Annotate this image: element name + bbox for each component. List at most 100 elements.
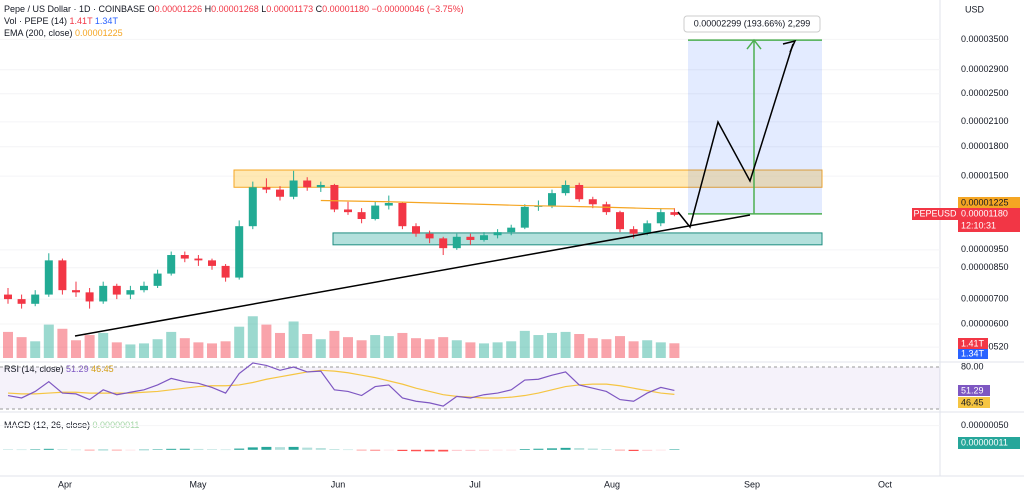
indicator-title: Vol · PEPE (14) — [4, 16, 67, 26]
volume-bar — [261, 324, 272, 358]
candle-body — [588, 199, 597, 205]
volume-bar — [356, 340, 367, 358]
macd-bar — [275, 447, 285, 450]
volume-bar — [560, 331, 571, 358]
volume-bar — [642, 340, 653, 358]
macd-bar — [642, 449, 653, 451]
ohlc-key: O — [148, 4, 155, 14]
currency: USD — [965, 4, 985, 14]
macd-bar — [438, 449, 449, 452]
macd-bar — [234, 448, 245, 450]
plot: 0.00003500 0.00002900 0.00002500 0.00002100… — [0, 34, 1009, 489]
y-tick-label: 0.00002900 — [961, 64, 1009, 74]
volume-tag — [958, 338, 988, 349]
macd-bar — [179, 448, 190, 450]
macd-bar — [220, 449, 231, 451]
volume-bar — [3, 331, 13, 358]
y-tick-label: 0.00001800 — [961, 141, 1009, 151]
candle-body — [4, 294, 12, 300]
candle-body — [167, 255, 176, 274]
support-zone — [332, 232, 823, 246]
y-tick-label: 0.00000850 — [961, 262, 1009, 272]
y-tick-label: 0.00002100 — [961, 116, 1009, 126]
macd-bar — [669, 449, 680, 450]
macd-bar — [125, 449, 136, 451]
macd-bar — [3, 449, 13, 450]
macd-bar — [560, 447, 571, 450]
volume-bar — [411, 338, 421, 358]
volume-bar — [519, 330, 530, 358]
macd-bar — [193, 448, 204, 450]
position-label-box — [683, 15, 821, 33]
candle-body — [44, 260, 53, 295]
x-tick-label: Aug — [604, 479, 620, 489]
candle-body — [629, 229, 638, 234]
candle-body — [208, 260, 216, 266]
macd-bar — [465, 449, 476, 451]
position-label: 0.00002299 (193.66%) 2,299 — [694, 18, 811, 28]
macd-bar — [71, 449, 81, 451]
rsi-ma-tag — [958, 397, 990, 408]
volume-bar — [220, 341, 231, 358]
candle-body — [316, 184, 325, 188]
candle-body — [520, 206, 529, 228]
volume-bar — [329, 330, 340, 358]
macd-bar — [43, 448, 54, 450]
candle-body — [235, 226, 244, 278]
trend-line — [74, 214, 751, 337]
candle-body — [99, 285, 108, 302]
volume-bar — [669, 343, 680, 358]
price-tag-text: 0.00001180 — [961, 208, 1008, 218]
volume-bar — [655, 342, 666, 358]
ticker-tag-text: PEPEUSD — [913, 208, 957, 218]
candle-body — [616, 212, 624, 230]
candle-body — [126, 290, 135, 295]
macd-bar — [519, 449, 530, 450]
macd-tag — [958, 437, 1020, 449]
rsi-ma-line — [7, 369, 675, 399]
volume-bar — [343, 337, 353, 358]
ema-tag — [958, 197, 1020, 208]
macd-bar — [383, 449, 394, 451]
y-tick-label: 0.00000700 — [961, 293, 1009, 303]
volume-bar — [587, 338, 598, 358]
countdown: 12:10:31 — [961, 220, 996, 230]
ohlc-value: 0.00001226 — [155, 4, 203, 14]
candle-body — [561, 184, 570, 194]
candle-body — [344, 209, 352, 213]
volume-bar — [506, 341, 517, 358]
macd-bar — [424, 449, 435, 452]
indicator-value: 1.34T — [95, 16, 119, 26]
macd-bar — [166, 448, 177, 450]
volume-bar — [370, 335, 381, 358]
candle-body — [140, 285, 148, 291]
candle-body — [180, 255, 189, 259]
resistance-zone — [233, 169, 823, 188]
macd-tag-text: 0.00000011 — [961, 437, 1008, 447]
candle-body — [480, 235, 488, 240]
ohlc-key: H — [205, 4, 212, 14]
macd-bar — [506, 449, 517, 451]
candle-body — [398, 202, 407, 227]
y-tick-label: 0.00000600 — [961, 318, 1009, 328]
rsi-tag-text: 51.29 — [961, 385, 984, 395]
macd-bar — [601, 449, 612, 450]
candle-body — [602, 204, 611, 213]
price-tag — [958, 208, 1020, 232]
x-tick-label: Oct — [878, 479, 893, 489]
volume-ma-tag-text: 1.34T — [961, 348, 985, 358]
indicator-title: EMA (200, close) — [4, 28, 73, 38]
volume-bar — [98, 332, 109, 358]
volume-bar — [57, 328, 68, 358]
ohlc-value: 0.00001173 — [266, 4, 313, 14]
volume-bar — [179, 338, 190, 358]
macd-bar — [152, 449, 163, 450]
volume-bar — [71, 340, 81, 358]
legend-line: EMA (200, close) 0.00001225 — [4, 28, 123, 38]
indicator-value: 0.00001225 — [75, 28, 123, 38]
change: −0.00000046 (−3.75%) — [372, 4, 464, 14]
candle-body — [85, 292, 94, 302]
macd-bar — [139, 449, 149, 451]
